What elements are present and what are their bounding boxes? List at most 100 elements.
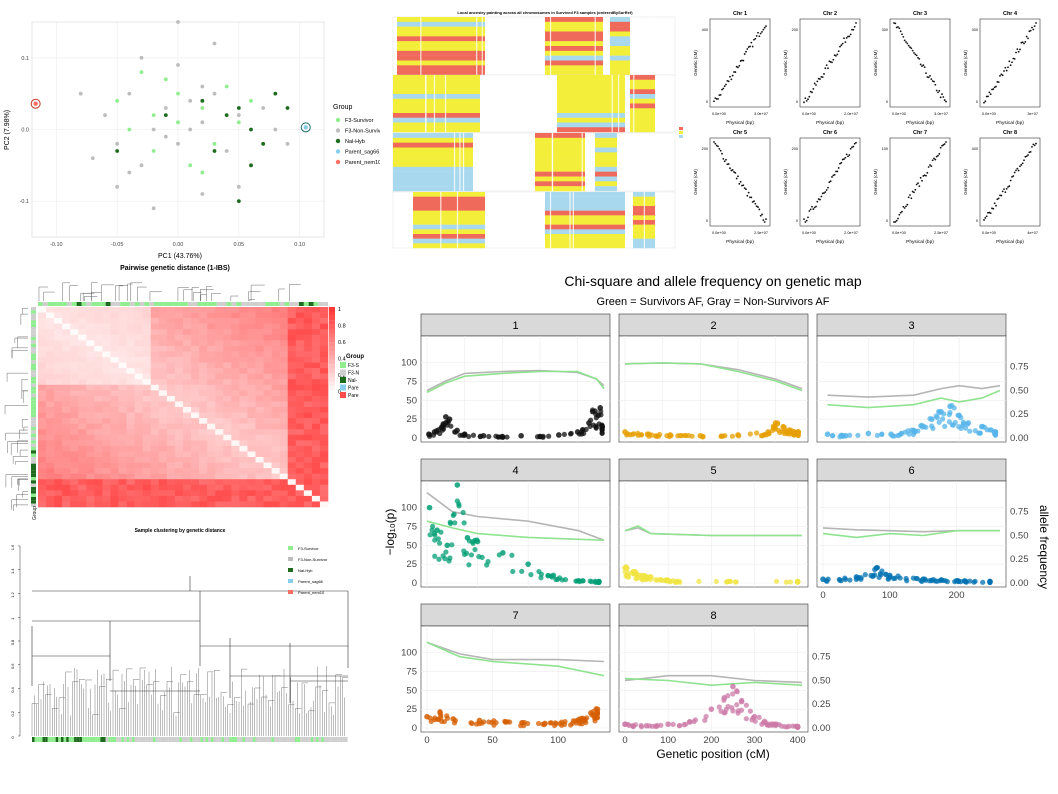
chr-y-label: Genetic (cM) xyxy=(783,169,788,195)
facet-point xyxy=(561,721,568,727)
ancestry-tile xyxy=(397,41,485,47)
heatmap-cell xyxy=(38,395,47,402)
chr-point xyxy=(762,219,765,222)
heatmap-cell xyxy=(279,434,289,441)
heatmap-cell xyxy=(239,368,248,374)
heatmap-cell xyxy=(247,318,256,324)
heatmap-cell xyxy=(110,362,119,369)
heatmap-cell xyxy=(255,440,264,447)
facet-point xyxy=(847,577,853,583)
heatmap-cell xyxy=(46,323,55,330)
heatmap-cell xyxy=(118,490,127,497)
heatmap-cell xyxy=(215,318,224,324)
dendro-group-bar xyxy=(160,737,164,742)
heatmap-group-bar-left xyxy=(31,370,36,374)
ancestry-tile xyxy=(397,46,485,52)
heatmap-cell xyxy=(295,312,305,319)
chr-point xyxy=(812,208,815,210)
facet-point xyxy=(624,432,630,438)
heatmap-cell xyxy=(70,501,79,508)
pca-point xyxy=(127,91,132,96)
heatmap-cell xyxy=(86,412,95,419)
heatmap-cell xyxy=(142,357,152,363)
facet-point xyxy=(541,722,547,728)
ancestry-tile xyxy=(630,113,655,118)
chr-point xyxy=(758,208,761,211)
facet-point xyxy=(795,724,801,730)
dendro-group-bar xyxy=(118,737,122,742)
chr-point xyxy=(941,93,943,96)
heatmap-cell xyxy=(70,357,79,363)
chr-point xyxy=(733,71,735,73)
heatmap-cell xyxy=(62,323,71,330)
heatmap-cell xyxy=(54,340,63,347)
pca-point xyxy=(163,113,168,118)
facet-point xyxy=(825,576,831,582)
chr-point xyxy=(816,80,819,83)
heatmap-cell xyxy=(319,379,329,386)
heatmap-cell xyxy=(94,451,103,458)
heatmap-cell xyxy=(255,423,264,430)
heatmap-cell xyxy=(158,379,168,386)
dendro-group-bar xyxy=(208,737,211,742)
heatmap-cell xyxy=(86,323,95,330)
ancestry-tile xyxy=(545,60,603,66)
heatmap-cell xyxy=(62,501,71,508)
heatmap-cell xyxy=(174,340,184,347)
heatmap-cell xyxy=(271,423,280,430)
chr-point xyxy=(939,146,942,149)
facet-point xyxy=(759,721,765,727)
facet-point xyxy=(847,432,853,438)
chr-point xyxy=(945,100,947,103)
heatmap-cell xyxy=(174,412,184,419)
pca-point xyxy=(224,113,229,118)
heatmap-cell xyxy=(215,473,224,480)
chr-point xyxy=(899,30,902,33)
ancestry-tile xyxy=(393,181,473,187)
heatmap-cell xyxy=(255,401,264,408)
heatmap-group-swatch xyxy=(340,377,346,383)
dendro-group-bar xyxy=(163,737,167,742)
heatmap-cell xyxy=(311,401,321,408)
heatmap-cell xyxy=(142,379,152,386)
dendro-group-bar xyxy=(181,737,185,742)
chr-point xyxy=(845,153,848,156)
heatmap-cell xyxy=(78,345,87,352)
chr-point xyxy=(1024,40,1027,43)
chr-point xyxy=(893,221,895,223)
chr-point xyxy=(1000,194,1003,197)
heatmap-cell xyxy=(150,362,160,369)
chr-y-tick: 400 xyxy=(702,28,708,32)
heatmap-cell xyxy=(70,362,79,369)
ancestry-gap-line xyxy=(462,133,465,191)
heatmap-cell xyxy=(191,473,200,480)
chr-point xyxy=(923,66,926,69)
heatmap-title: Pairwise genetic distance (1-IBS) xyxy=(120,265,230,272)
facet-point xyxy=(929,423,935,429)
pca-plot: -0.10 -0.05 0.00 0.05 0.10-0.10.00.1 PC1 (43… xyxy=(4,20,380,260)
heatmap-cell xyxy=(118,340,127,347)
heatmap-cell xyxy=(86,490,95,497)
chr-point xyxy=(840,44,843,47)
heatmap-cell xyxy=(158,334,168,341)
heatmap-scale-step xyxy=(329,346,335,352)
chr-point xyxy=(809,208,812,211)
heatmap-group-swatch xyxy=(340,362,346,368)
dendro-group-bar xyxy=(134,737,138,742)
heatmap-cell xyxy=(166,357,176,363)
chr-point xyxy=(1011,61,1013,64)
heatmap-cell xyxy=(271,390,280,397)
heatmap-cell xyxy=(199,495,208,502)
dendro-group-bar xyxy=(87,737,90,742)
heatmap-cell xyxy=(247,451,256,458)
ancestry-gap-line xyxy=(549,192,552,248)
chr-x-tick: 3.0e+07 xyxy=(754,112,768,116)
chr-point xyxy=(735,65,738,68)
heatmap-cell xyxy=(247,401,256,408)
facet-point xyxy=(856,574,862,581)
facet-point xyxy=(743,702,749,708)
heatmap-cell xyxy=(319,307,329,313)
chr-point xyxy=(759,32,762,35)
heatmap-cell xyxy=(223,307,232,313)
heatmap-cell xyxy=(271,412,280,419)
